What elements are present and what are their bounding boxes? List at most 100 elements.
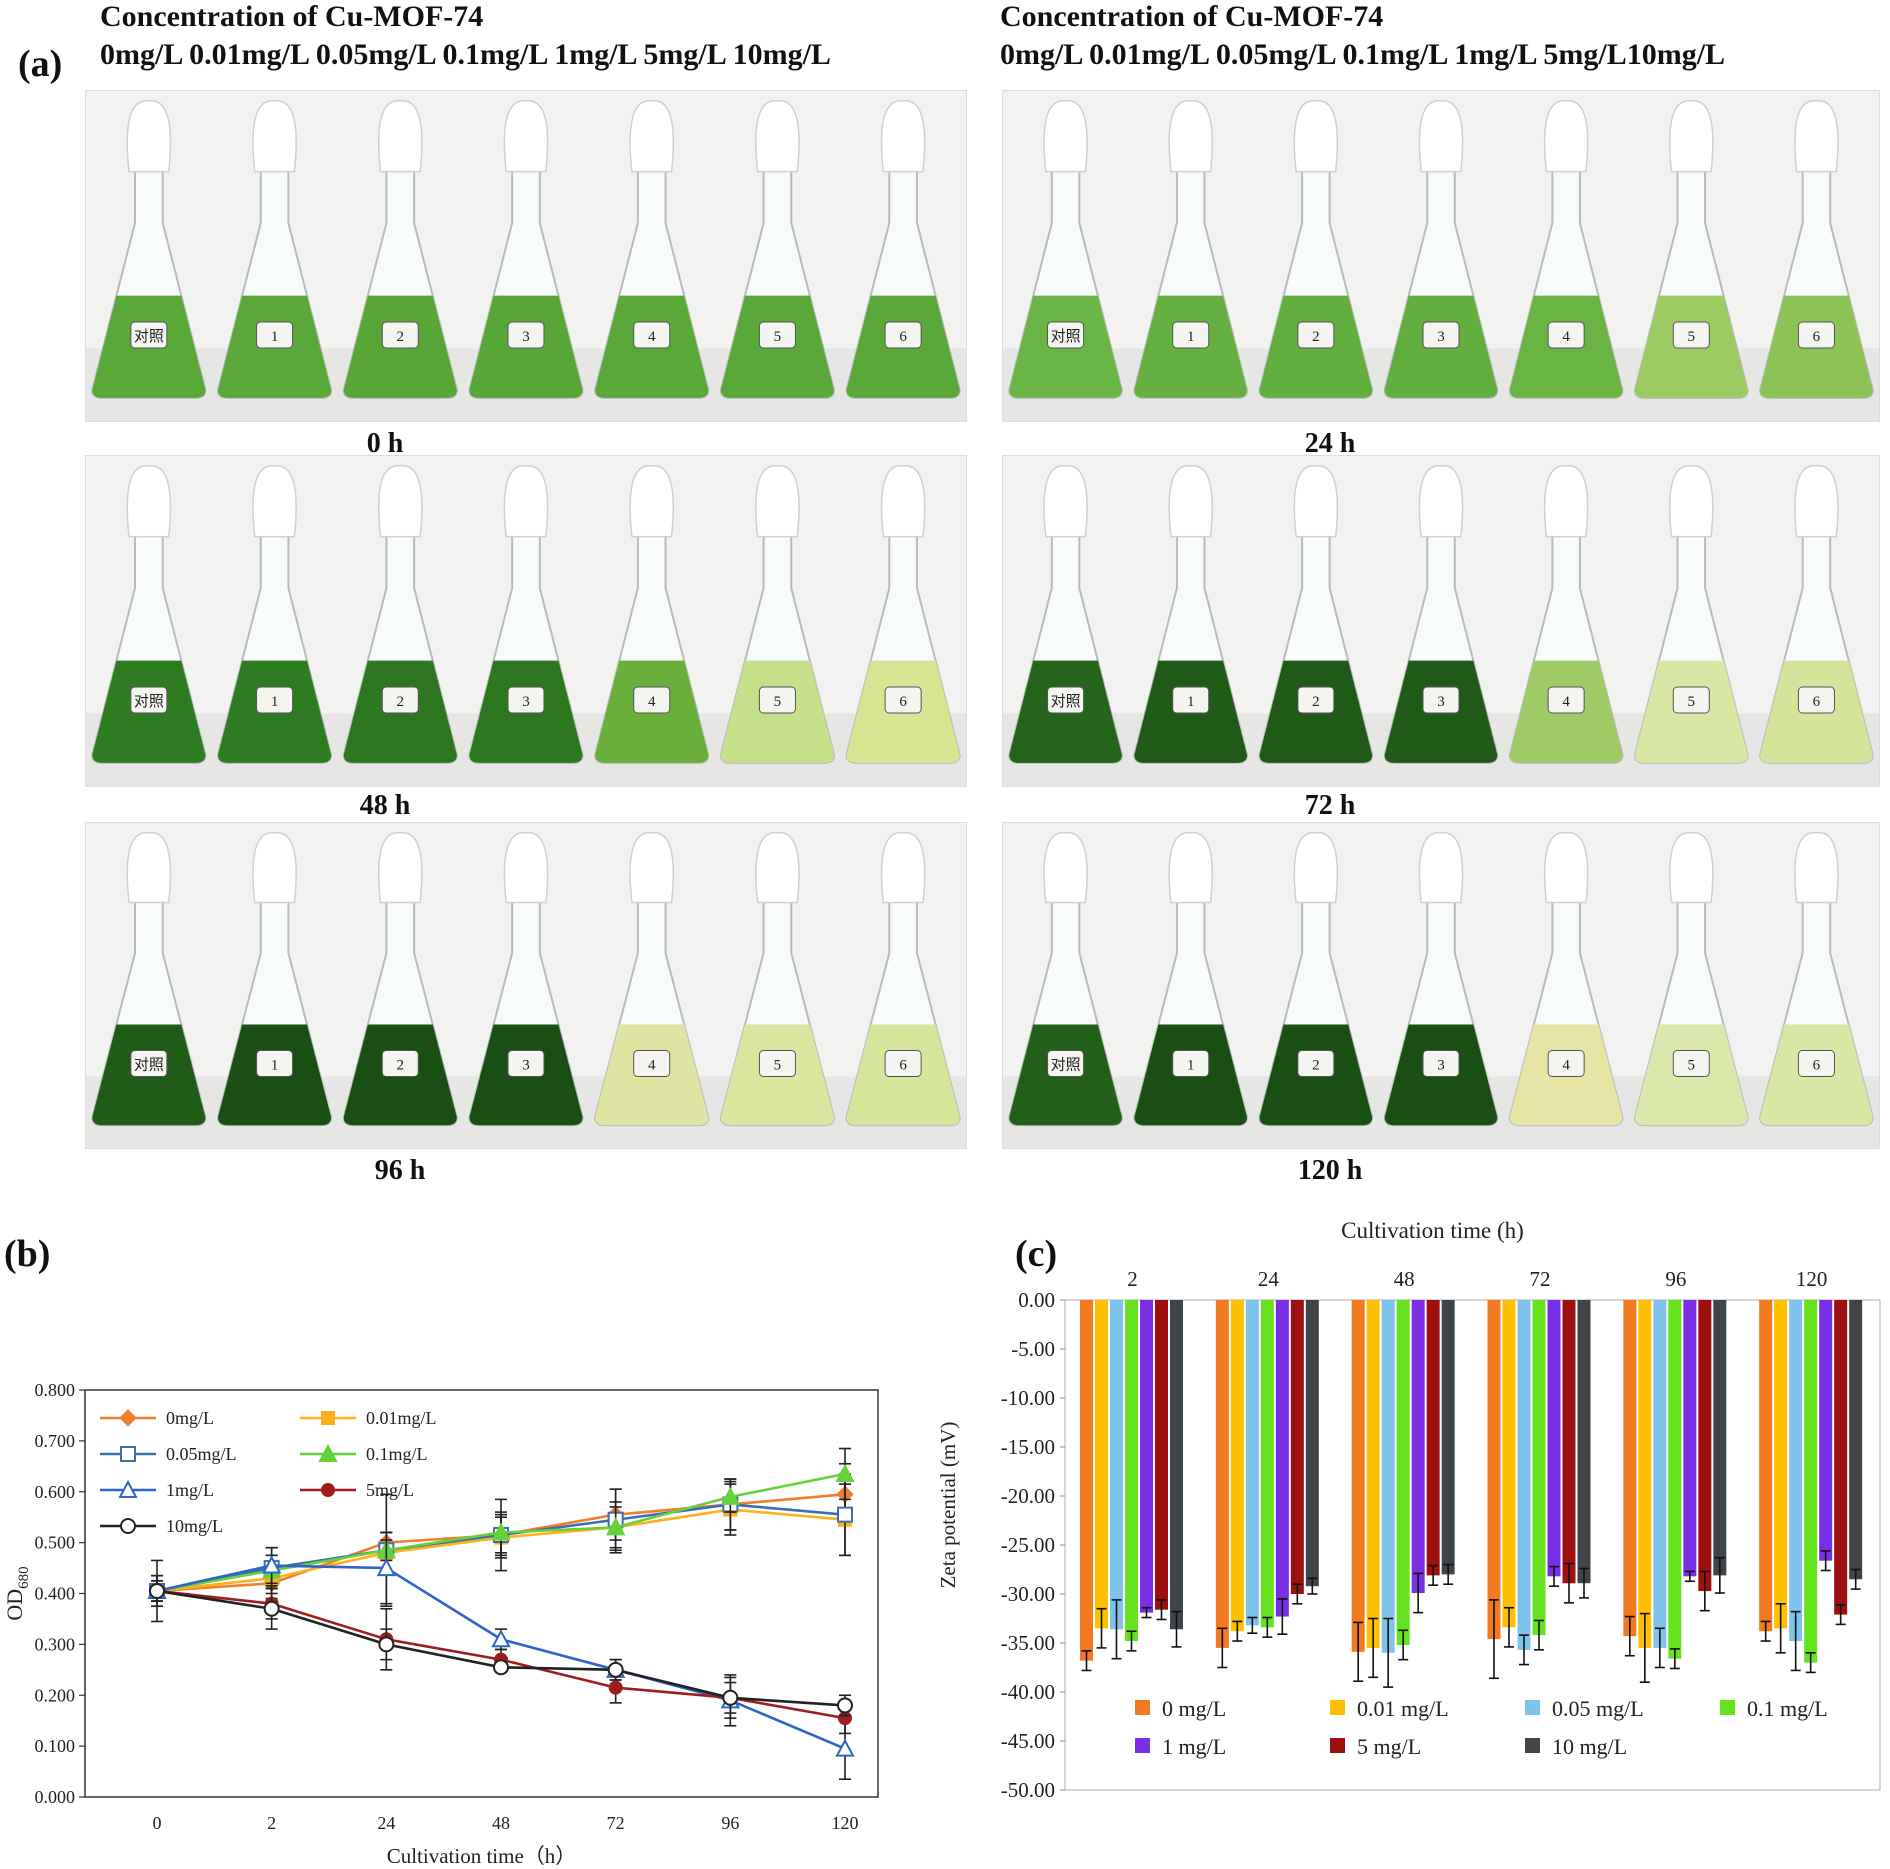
bar: [1819, 1300, 1833, 1561]
flask-number: 6: [1813, 694, 1821, 710]
flask-label-tag: [507, 1050, 545, 1077]
category-label: 120: [1796, 1267, 1828, 1291]
y-tick-label: 0.00: [1018, 1288, 1055, 1312]
y-tick-label: -40.00: [1001, 1680, 1055, 1704]
flask: 3: [1383, 100, 1499, 399]
cotton-plug: [880, 465, 926, 538]
circle-marker: [493, 1659, 509, 1676]
flask-number: 4: [1562, 694, 1570, 710]
flask-label-tag: [1297, 1050, 1335, 1077]
triangle-marker: [376, 1557, 396, 1577]
flask-photo: 对照 1 2 3 4 5 6: [85, 90, 967, 422]
flask-label-tag: [1172, 686, 1210, 714]
cotton-plug: [1168, 100, 1213, 173]
flask: 3: [1383, 831, 1499, 1127]
flask-number: 对照: [1051, 1057, 1081, 1074]
flask-number: 1: [1187, 329, 1195, 345]
legend: 0mg/L 0.01mg/L 0.05mg/L 0.1mg/L 1mg/L 5mg/L 10…: [100, 1408, 437, 1536]
bar: [1125, 1300, 1138, 1642]
flask: 6: [1759, 100, 1874, 399]
bar: [1653, 1300, 1667, 1648]
plot-area: [84, 1389, 879, 1798]
square-marker: [120, 1446, 136, 1462]
x-tick-label: 24: [377, 1813, 395, 1833]
flask-number: 5: [1688, 694, 1696, 710]
flask-label-tag: [256, 686, 294, 714]
flask-number: 2: [1312, 1058, 1320, 1074]
panel-c-label: (c): [1015, 1233, 1058, 1275]
legend-swatch: [1330, 1700, 1345, 1715]
cotton-plug: [1168, 831, 1213, 904]
bar: [1638, 1300, 1652, 1648]
circle-marker: [321, 1483, 335, 1497]
y-tick-label: -20.00: [1001, 1484, 1055, 1508]
legend-swatch: [1330, 1738, 1345, 1753]
circle-marker: [378, 1636, 395, 1653]
flask-number: 2: [1312, 329, 1320, 345]
flask-label-tag: [758, 321, 796, 349]
cotton-plug: [252, 831, 297, 904]
cotton-plug: [1669, 831, 1714, 904]
bar: [1396, 1300, 1410, 1645]
category-label: 48: [1394, 1267, 1415, 1291]
y-axis-label: Zeta potential (mV): [936, 1422, 960, 1589]
bar: [1502, 1300, 1516, 1628]
flask-number: 对照: [134, 328, 164, 345]
flask: 对照: [1008, 465, 1123, 764]
flask-number: 5: [1688, 329, 1696, 345]
flask-number: 对照: [134, 693, 164, 710]
diamond-marker: [119, 1409, 137, 1427]
circle-marker: [120, 1518, 136, 1534]
time-label: 24 h: [1304, 428, 1356, 459]
flask-label-tag: [1547, 1050, 1585, 1077]
cotton-plug: [377, 100, 423, 173]
legend-swatch: [1525, 1700, 1540, 1715]
bar: [1170, 1300, 1183, 1630]
cotton-plug: [880, 831, 926, 904]
legend-label: 1mg/L: [166, 1480, 214, 1500]
flask-photo: 对照 1 2 3 4 5 6: [1002, 822, 1880, 1149]
flask-label-tag: [1047, 1050, 1085, 1077]
flask: 5: [719, 831, 836, 1127]
y-tick-label: 0.200: [35, 1685, 76, 1705]
x-tick-label: 2: [267, 1813, 276, 1833]
od680-line-chart: 0.000 0.100 0.200 0.300 0.400 0.500 0.600 0.700…: [2, 1380, 879, 1868]
flask-label-tag: [1797, 686, 1835, 714]
cotton-plug: [1418, 831, 1464, 904]
flask-number: 4: [1562, 1058, 1570, 1074]
category-label: 72: [1530, 1267, 1551, 1291]
flask-label-tag: [1797, 321, 1835, 349]
flask-label-tag: [633, 686, 671, 714]
flask-label-tag: [1047, 321, 1085, 349]
flask-number: 5: [1688, 1058, 1696, 1074]
legend-label: 0mg/L: [166, 1408, 214, 1428]
bar: [1849, 1300, 1863, 1580]
legend-swatch: [1135, 1700, 1150, 1715]
legend: 0 mg/L 0.01 mg/L 0.05 mg/L 0.1 mg/L 1 mg/L 5 …: [1135, 1696, 1828, 1759]
flask: 对照: [91, 831, 207, 1127]
bar: [1411, 1300, 1425, 1594]
flask: 5: [719, 465, 836, 764]
legend-label: 0.01mg/L: [366, 1408, 437, 1428]
bar: [1834, 1300, 1848, 1615]
bar: [1487, 1300, 1501, 1640]
legend-label: 1 mg/L: [1162, 1734, 1226, 1759]
cotton-plug: [755, 100, 800, 173]
bar: [1426, 1300, 1440, 1576]
bar: [1215, 1300, 1229, 1648]
flask-number: 3: [1437, 1058, 1445, 1074]
bar: [1290, 1300, 1304, 1594]
time-label: 0 h: [366, 428, 404, 459]
bar: [1577, 1300, 1591, 1584]
flask-label-tag: [884, 686, 922, 714]
flask-photo-drawing: 对照 1 2 3 4 5 6: [86, 823, 966, 1148]
y-tick-label: -30.00: [1001, 1582, 1055, 1606]
circle-marker: [722, 1689, 739, 1706]
circle-marker: [149, 1582, 165, 1599]
y-tick-label: 0.800: [35, 1380, 76, 1400]
flask: 2: [1258, 465, 1374, 764]
flask-number: 3: [522, 1058, 530, 1074]
legend-label: 0.05mg/L: [166, 1444, 237, 1464]
triangle-marker: [606, 1517, 626, 1536]
flask-number: 1: [1187, 694, 1195, 710]
